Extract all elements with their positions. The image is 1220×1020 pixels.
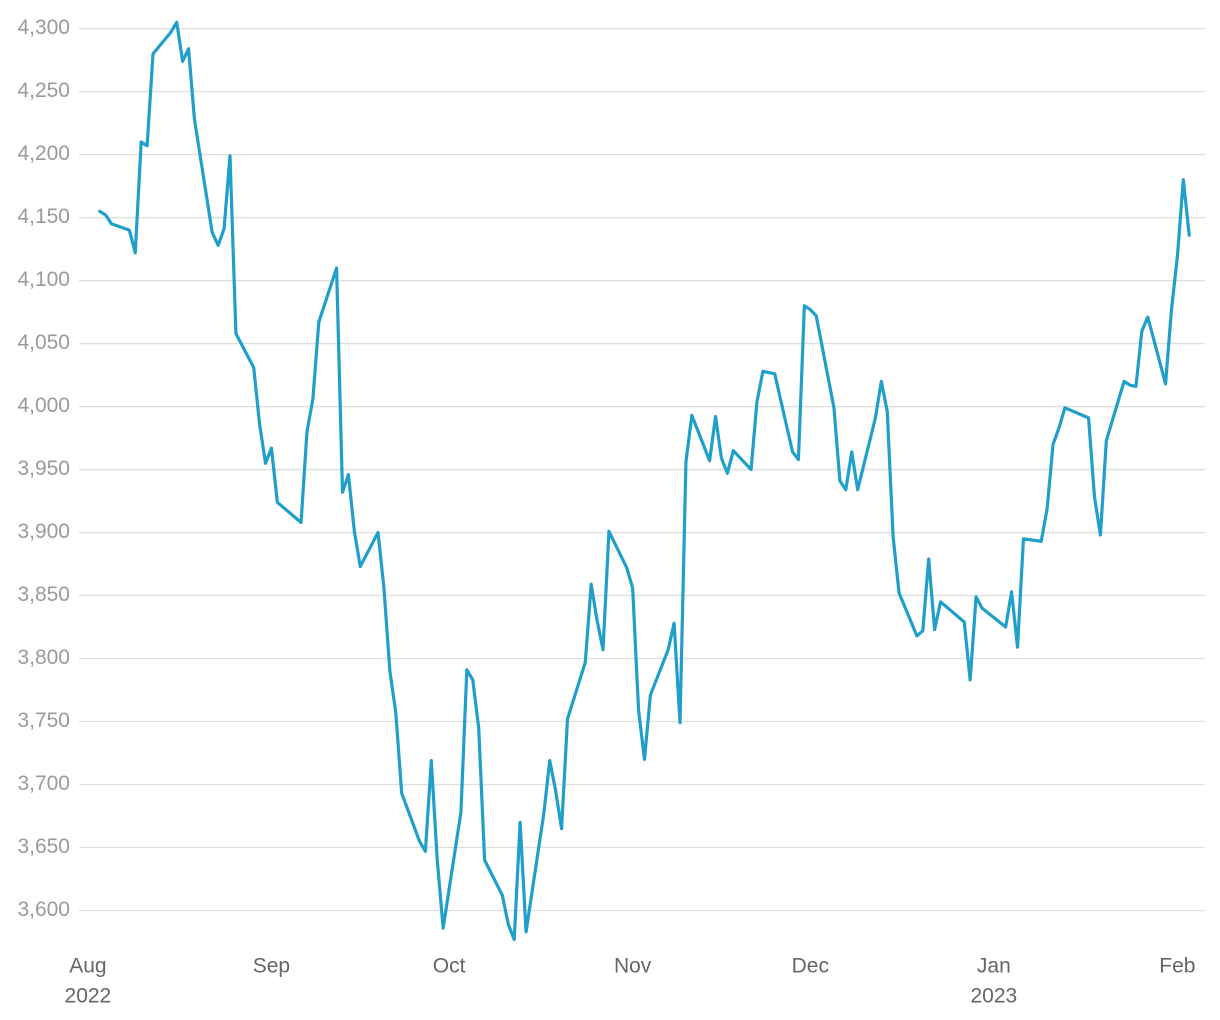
data-line: [98, 20, 1191, 942]
x-tick-label: Aug: [69, 955, 106, 978]
y-tick-label: 3,750: [17, 709, 70, 732]
x-tick-label: Nov: [614, 955, 652, 978]
x-tick-year: 2022: [65, 985, 112, 1008]
y-tick-label: 4,250: [17, 79, 70, 102]
y-tick-label: 3,800: [17, 646, 70, 669]
x-tick-label: Sep: [253, 955, 290, 978]
y-tick-label: 3,700: [17, 772, 70, 795]
y-tick-label: 4,300: [17, 16, 70, 39]
x-tick-label: Oct: [433, 955, 466, 978]
x-tick-label: Jan: [977, 955, 1011, 978]
y-tick-label: 3,600: [17, 898, 70, 921]
y-tick-label: 4,100: [17, 268, 70, 291]
y-tick-label: 3,650: [17, 835, 70, 858]
x-tick-label: Dec: [792, 955, 829, 978]
y-tick-label: 3,950: [17, 457, 70, 480]
y-tick-label: 4,000: [17, 394, 70, 417]
y-tick-label: 3,850: [17, 583, 70, 606]
x-tick-label: Feb: [1159, 955, 1195, 978]
y-tick-label: 4,050: [17, 331, 70, 354]
y-tick-label: 3,900: [17, 520, 70, 543]
y-tick-label: 4,200: [17, 142, 70, 165]
x-tick-year: 2023: [970, 985, 1017, 1008]
y-tick-label: 4,150: [17, 205, 70, 228]
